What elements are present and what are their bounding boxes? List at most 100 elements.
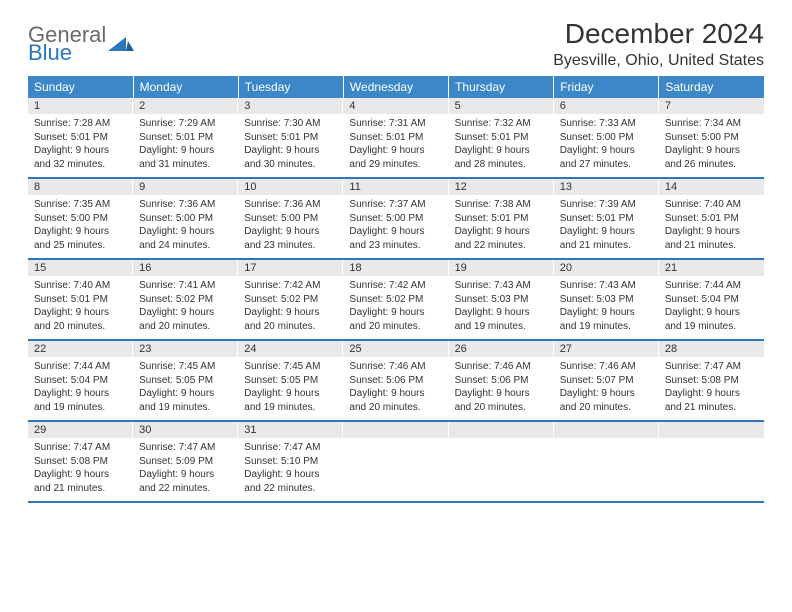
- day-line-sr: Sunrise: 7:36 AM: [244, 198, 337, 212]
- day-line-d1: Daylight: 9 hours: [139, 306, 232, 320]
- day-line-d2: and 26 minutes.: [665, 158, 758, 172]
- title-block: December 2024 Byesville, Ohio, United St…: [553, 18, 764, 70]
- day-body: Sunrise: 7:44 AMSunset: 5:04 PMDaylight:…: [28, 357, 133, 420]
- day-line-sr: Sunrise: 7:47 AM: [34, 441, 127, 455]
- day-body: Sunrise: 7:43 AMSunset: 5:03 PMDaylight:…: [449, 276, 554, 339]
- day-header: Saturday: [659, 76, 764, 98]
- day-number: 20: [554, 260, 659, 276]
- day-line-sr: Sunrise: 7:46 AM: [455, 360, 548, 374]
- day-number: 27: [554, 341, 659, 357]
- calendar-week: 15Sunrise: 7:40 AMSunset: 5:01 PMDayligh…: [28, 259, 764, 340]
- day-number: 28: [659, 341, 764, 357]
- day-body: Sunrise: 7:45 AMSunset: 5:05 PMDaylight:…: [238, 357, 343, 420]
- day-line-d1: Daylight: 9 hours: [34, 225, 127, 239]
- day-line-ss: Sunset: 5:06 PM: [455, 374, 548, 388]
- day-line-d2: and 21 minutes.: [34, 482, 127, 496]
- day-line-d2: and 30 minutes.: [244, 158, 337, 172]
- day-line-sr: Sunrise: 7:44 AM: [34, 360, 127, 374]
- day-line-d1: Daylight: 9 hours: [139, 468, 232, 482]
- day-number: 17: [238, 260, 343, 276]
- day-line-d2: and 24 minutes.: [139, 239, 232, 253]
- day-line-ss: Sunset: 5:01 PM: [455, 212, 548, 226]
- day-line-ss: Sunset: 5:00 PM: [349, 212, 442, 226]
- day-body: Sunrise: 7:28 AMSunset: 5:01 PMDaylight:…: [28, 114, 133, 177]
- calendar-cell: 8 Sunrise: 7:35 AMSunset: 5:00 PMDaylight…: [28, 178, 133, 259]
- day-line-d2: and 19 minutes.: [139, 401, 232, 415]
- calendar-page: General Blue December 2024 Byesville, Oh…: [0, 0, 792, 523]
- day-line-ss: Sunset: 5:00 PM: [560, 131, 653, 145]
- calendar-cell: 15Sunrise: 7:40 AMSunset: 5:01 PMDayligh…: [28, 259, 133, 340]
- day-line-d1: Daylight: 9 hours: [34, 387, 127, 401]
- day-body: Sunrise: 7:47 AMSunset: 5:08 PMDaylight:…: [28, 438, 133, 501]
- day-line-d1: Daylight: 9 hours: [34, 306, 127, 320]
- day-line-d1: Daylight: 9 hours: [244, 144, 337, 158]
- day-header-row: SundayMondayTuesdayWednesdayThursdayFrid…: [28, 76, 764, 98]
- day-header: Thursday: [449, 76, 554, 98]
- day-line-d2: and 19 minutes.: [244, 401, 337, 415]
- day-line-ss: Sunset: 5:10 PM: [244, 455, 337, 469]
- calendar-cell: 1Sunrise: 7:28 AMSunset: 5:01 PMDaylight…: [28, 98, 133, 178]
- calendar-cell: 16Sunrise: 7:41 AMSunset: 5:02 PMDayligh…: [133, 259, 238, 340]
- day-number: 15: [28, 260, 133, 276]
- day-header: Monday: [133, 76, 238, 98]
- day-line-d2: and 23 minutes.: [349, 239, 442, 253]
- day-line-sr: Sunrise: 7:31 AM: [349, 117, 442, 131]
- day-line-ss: Sunset: 5:01 PM: [560, 212, 653, 226]
- day-line-ss: Sunset: 5:03 PM: [455, 293, 548, 307]
- day-number: 8: [28, 179, 133, 195]
- day-line-sr: Sunrise: 7:39 AM: [560, 198, 653, 212]
- calendar-table: SundayMondayTuesdayWednesdayThursdayFrid…: [28, 76, 764, 503]
- logo: General Blue: [28, 24, 134, 64]
- day-line-ss: Sunset: 5:04 PM: [665, 293, 758, 307]
- calendar-cell: 23Sunrise: 7:45 AMSunset: 5:05 PMDayligh…: [133, 340, 238, 421]
- day-line-ss: Sunset: 5:09 PM: [139, 455, 232, 469]
- calendar-week: 8Sunrise: 7:35 AMSunset: 5:00 PMDaylight…: [28, 178, 764, 259]
- day-line-d1: Daylight: 9 hours: [560, 387, 653, 401]
- day-line-ss: Sunset: 5:01 PM: [455, 131, 548, 145]
- day-line-d2: and 20 minutes.: [349, 320, 442, 334]
- day-line-d2: and 19 minutes.: [34, 401, 127, 415]
- day-line-sr: Sunrise: 7:41 AM: [139, 279, 232, 293]
- calendar-cell: 31Sunrise: 7:47 AMSunset: 5:10 PMDayligh…: [238, 421, 343, 502]
- day-number: 3: [238, 98, 343, 114]
- calendar-cell: 18Sunrise: 7:42 AMSunset: 5:02 PMDayligh…: [343, 259, 448, 340]
- day-line-ss: Sunset: 5:00 PM: [34, 212, 127, 226]
- day-line-sr: Sunrise: 7:35 AM: [34, 198, 127, 212]
- calendar-cell: 25Sunrise: 7:46 AMSunset: 5:06 PMDayligh…: [343, 340, 448, 421]
- day-line-d1: Daylight: 9 hours: [349, 225, 442, 239]
- day-line-sr: Sunrise: 7:38 AM: [455, 198, 548, 212]
- day-line-sr: Sunrise: 7:32 AM: [455, 117, 548, 131]
- day-body: Sunrise: 7:47 AMSunset: 5:10 PMDaylight:…: [238, 438, 343, 501]
- day-line-d1: Daylight: 9 hours: [665, 225, 758, 239]
- month-title: December 2024: [553, 18, 764, 50]
- day-line-d1: Daylight: 9 hours: [560, 225, 653, 239]
- day-line-sr: Sunrise: 7:42 AM: [244, 279, 337, 293]
- day-number: 18: [343, 260, 448, 276]
- day-line-d1: Daylight: 9 hours: [34, 144, 127, 158]
- day-line-d2: and 20 minutes.: [139, 320, 232, 334]
- day-line-sr: Sunrise: 7:42 AM: [349, 279, 442, 293]
- day-body: Sunrise: 7:45 AMSunset: 5:05 PMDaylight:…: [133, 357, 238, 420]
- day-line-d1: Daylight: 9 hours: [665, 306, 758, 320]
- day-body: Sunrise: 7:46 AMSunset: 5:07 PMDaylight:…: [554, 357, 659, 420]
- day-line-ss: Sunset: 5:05 PM: [244, 374, 337, 388]
- day-number: 10: [238, 179, 343, 195]
- day-body-empty: [343, 438, 448, 496]
- day-line-sr: Sunrise: 7:33 AM: [560, 117, 653, 131]
- calendar-cell: 19Sunrise: 7:43 AMSunset: 5:03 PMDayligh…: [449, 259, 554, 340]
- day-body-empty: [449, 438, 554, 496]
- day-line-sr: Sunrise: 7:29 AM: [139, 117, 232, 131]
- calendar-cell: 28Sunrise: 7:47 AMSunset: 5:08 PMDayligh…: [659, 340, 764, 421]
- calendar-cell: 2Sunrise: 7:29 AMSunset: 5:01 PMDaylight…: [133, 98, 238, 178]
- calendar-cell: 10Sunrise: 7:36 AMSunset: 5:00 PMDayligh…: [238, 178, 343, 259]
- day-line-d2: and 21 minutes.: [560, 239, 653, 253]
- calendar-week: 29Sunrise: 7:47 AMSunset: 5:08 PMDayligh…: [28, 421, 764, 502]
- day-line-ss: Sunset: 5:01 PM: [349, 131, 442, 145]
- calendar-body: 1Sunrise: 7:28 AMSunset: 5:01 PMDaylight…: [28, 98, 764, 502]
- day-number: 12: [449, 179, 554, 195]
- day-number-empty: [449, 422, 554, 438]
- day-number: 1: [28, 98, 133, 114]
- day-line-d2: and 20 minutes.: [349, 401, 442, 415]
- calendar-cell: [554, 421, 659, 502]
- calendar-head: SundayMondayTuesdayWednesdayThursdayFrid…: [28, 76, 764, 98]
